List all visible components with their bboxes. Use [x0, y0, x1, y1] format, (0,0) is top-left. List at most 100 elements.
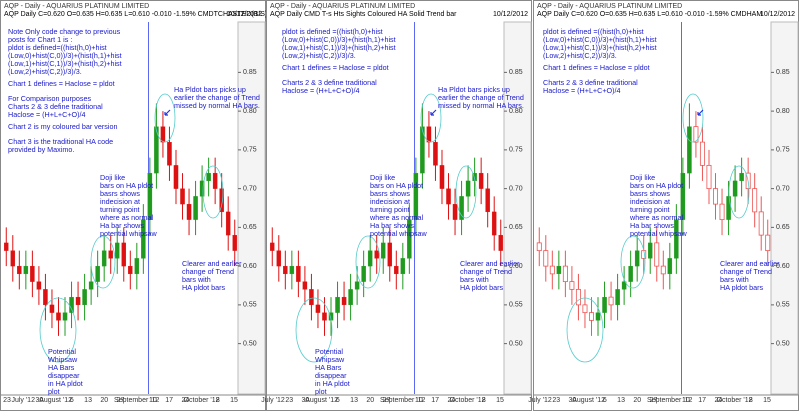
arrow — [697, 109, 704, 116]
candle-body — [569, 281, 575, 290]
candle-body — [667, 258, 673, 275]
y-tick-label: 0.60 — [509, 263, 523, 270]
annotation-line: Ha bar shows — [630, 221, 674, 230]
x-tick-label: 17 — [431, 397, 439, 404]
y-tick-label: 0.80 — [776, 108, 790, 115]
x-tick-label: September '12 — [114, 397, 159, 404]
candle-body — [283, 265, 288, 275]
x-tick-label: 20 — [366, 397, 374, 404]
y-tick-label: 0.60 — [776, 263, 790, 270]
candle-body — [758, 211, 764, 236]
annotation: Clearer and earlier change of Trend bars w… — [182, 259, 242, 292]
candle-body — [95, 265, 100, 282]
candle-body — [302, 281, 308, 290]
x-tick-label: July '12 — [528, 397, 552, 404]
candle-body — [472, 172, 477, 182]
candle-body — [114, 242, 120, 259]
annotation-line: turning point — [370, 205, 410, 214]
highlight-ellipse — [566, 297, 604, 363]
candle-body — [713, 188, 719, 205]
candle-body — [186, 203, 192, 220]
annotation-line: (Low,2)+hist(C,2))/3)/3. — [543, 51, 617, 60]
price-axis — [770, 21, 799, 395]
annotation-line: Whipsaw — [315, 355, 345, 364]
candle-body — [367, 250, 373, 267]
x-tick-label: 23 — [285, 397, 293, 404]
candle-body — [765, 234, 771, 252]
candle-body — [452, 203, 458, 220]
panel-date: 10/12/2012 — [227, 11, 262, 18]
y-tick-label: 0.65 — [509, 224, 523, 231]
x-tick-label: 23 — [3, 397, 11, 404]
arrow — [164, 109, 171, 116]
candle-body — [108, 250, 113, 259]
panel-title: AQP - Daily - AQUARIUS PLATINUM LIMITED — [270, 3, 415, 10]
candle-body — [23, 265, 29, 275]
x-tick-label: 17 — [165, 397, 173, 404]
x-tick-label: 13 — [617, 397, 625, 404]
candle-body — [420, 126, 425, 174]
annotation: Chart 1 defines = Haclose = pldot — [543, 63, 650, 72]
x-tick-label: 15 — [496, 397, 504, 404]
candle-body — [341, 296, 347, 306]
x-tick-label: 24 — [714, 397, 722, 404]
y-tick-label: 0.55 — [509, 302, 523, 309]
candle-body — [485, 188, 490, 213]
x-tick-label: 27 — [383, 397, 391, 404]
candle-body — [699, 141, 705, 166]
y-tick-label: 0.75 — [509, 147, 523, 154]
annotation-line: basrs shows — [100, 189, 140, 198]
annotation-line: Doji like — [100, 173, 125, 182]
x-tick-label: 15 — [230, 397, 238, 404]
candle-body — [62, 312, 68, 321]
candle-body — [4, 242, 9, 251]
x-tick-label: 8 — [482, 397, 486, 404]
candle-body — [680, 172, 686, 220]
candle-body — [276, 250, 282, 267]
y-tick-label: 0.50 — [509, 340, 523, 347]
annotation-line: Haclose = (H+L+C+O)/4 — [8, 110, 86, 119]
candle-body — [439, 165, 445, 189]
candle-body — [101, 250, 107, 267]
candle-body — [69, 296, 74, 313]
annotation-line: HA pldot bars — [720, 283, 764, 292]
annotation-line: indecision at — [370, 197, 410, 206]
candle-body — [173, 165, 179, 189]
panel-subtitle: AQP Daily CMD T-s Hts Sights Coloured HA… — [270, 11, 457, 18]
candle-body — [608, 296, 614, 306]
candle-body — [193, 196, 198, 220]
candle-body — [413, 172, 419, 220]
candle-body — [543, 250, 549, 267]
annotation: Potential Whipsaw HA Bars disappear in HA pl… — [315, 347, 350, 396]
annotation: Doji like bars on HA pldot basrs shows inde… — [369, 173, 428, 238]
annotation-line: pldot is defined =((hist(h,0)+hist — [543, 27, 644, 36]
arrow — [430, 109, 437, 116]
annotation: pldot is defined =((hist(h,0)+hist (Low,0… — [282, 27, 396, 60]
y-tick-label: 0.75 — [243, 147, 257, 154]
candle-body — [128, 265, 133, 275]
annotation-line: Haclose = (H+L+C+O)/4 — [543, 86, 621, 95]
annotation: Clearer and earlier change of Trend bars w… — [460, 259, 520, 292]
annotation: For Comparison purposes Charts 2 & 3 defi… — [8, 94, 103, 119]
candle-body — [296, 265, 301, 282]
y-tick-label: 0.60 — [243, 263, 257, 270]
annotation: Chart 1 defines = Haclose = pldot — [8, 79, 115, 88]
x-tick-label: 10 — [682, 397, 690, 404]
annotation-line: missed by normal HA bars. — [174, 101, 260, 110]
x-tick-label: 30 — [36, 397, 44, 404]
candle-body — [634, 250, 640, 267]
candle-body — [536, 242, 542, 252]
x-tick-label: August '12 — [305, 397, 338, 404]
annotation-line: bars with — [460, 275, 489, 284]
annotation-line: disappear — [315, 371, 347, 380]
annotation-line: turning point — [100, 205, 140, 214]
x-tick-label: 6 — [336, 397, 340, 404]
annotation-line: Ha Pldot bars picks up — [174, 85, 246, 94]
annotation-line: bars on HA pldot — [100, 181, 153, 190]
candle-body — [706, 164, 712, 190]
annotation-line: Potential — [48, 347, 76, 356]
y-tick-label: 0.80 — [243, 108, 257, 115]
candle-body — [647, 242, 653, 259]
candle-body — [348, 289, 353, 306]
